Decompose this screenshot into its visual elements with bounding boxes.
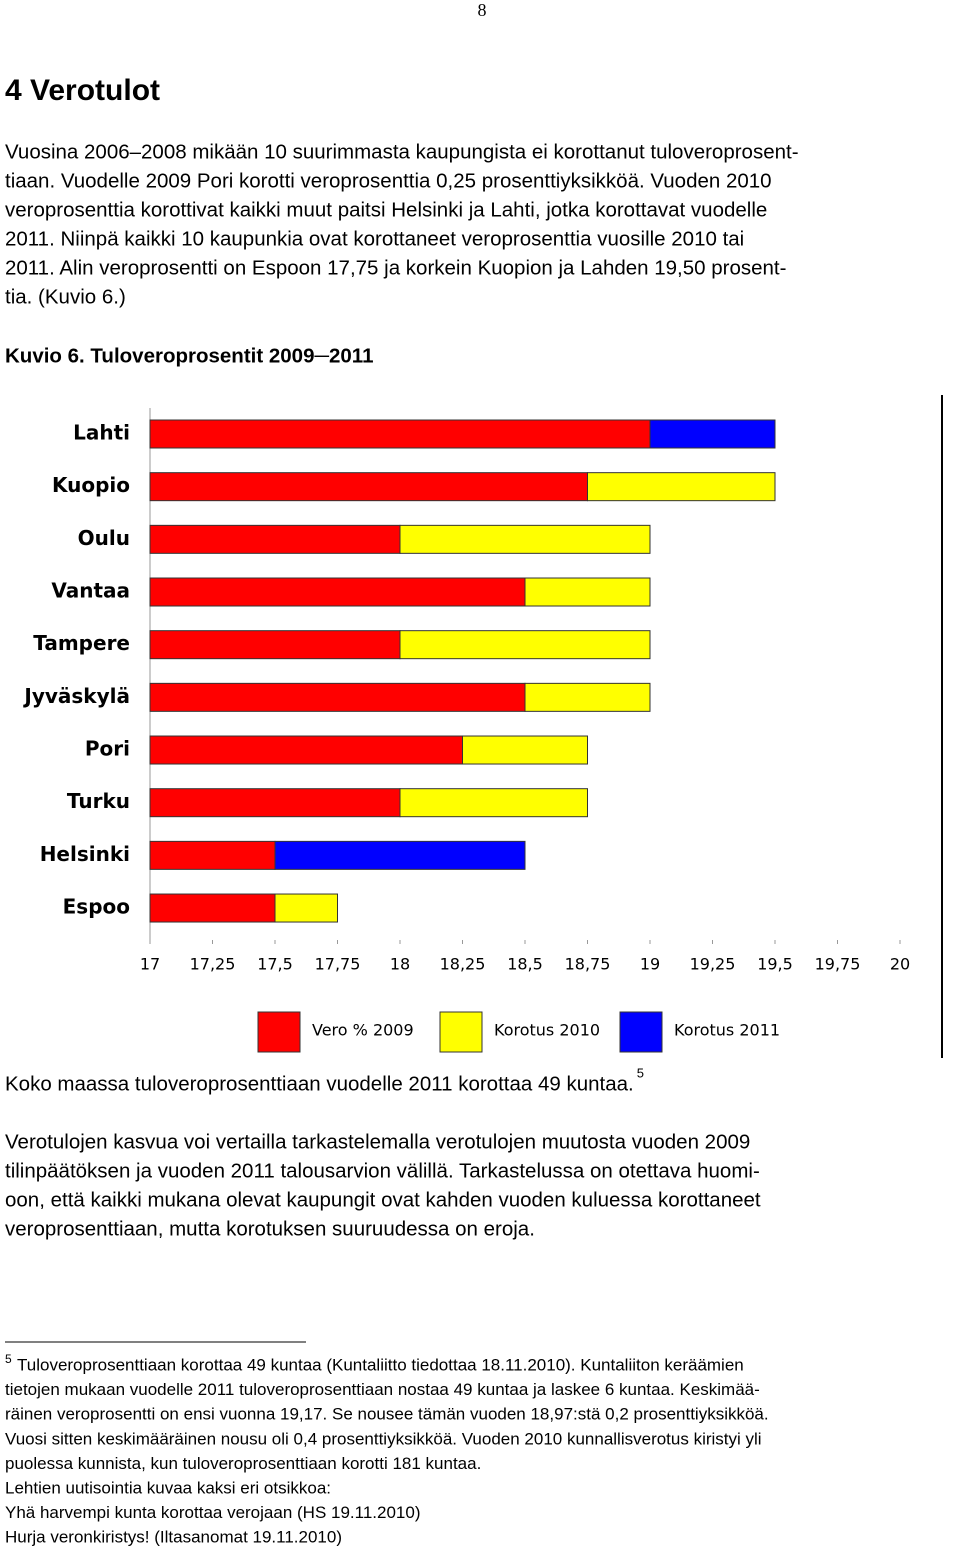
x-tick-label: 18,75 — [565, 955, 611, 974]
footnote-line: räinen veroprosentti on ensi vuonna 19,1… — [5, 1405, 769, 1424]
category-label: Helsinki — [40, 842, 130, 866]
bar-segment — [149, 840, 276, 870]
bar-segment — [149, 524, 401, 554]
footnote-ref: 5 — [637, 1065, 644, 1080]
x-tick-label: 20 — [890, 955, 910, 974]
paragraph-line: tia. (Kuvio 6.) — [5, 285, 126, 308]
footnote-line: Vuosi sitten keskimääräinen nousu oli 0,… — [5, 1429, 762, 1448]
category-label: Espoo — [63, 895, 130, 919]
legend-swatch — [619, 1011, 663, 1053]
bar-segment — [524, 577, 651, 607]
bar-segment — [274, 840, 526, 870]
x-tick-label: 19 — [640, 955, 660, 974]
category-label: Kuopio — [52, 473, 130, 497]
footnote-marker: 5 — [5, 1352, 12, 1366]
bar-segment — [149, 788, 401, 818]
x-tick-label: 19,75 — [815, 955, 861, 974]
category-label: Vantaa — [51, 579, 130, 603]
x-tick-label: 18,5 — [507, 955, 543, 974]
bar-segment — [462, 735, 588, 765]
bar-segment — [587, 472, 776, 502]
category-label: Turku — [67, 789, 130, 813]
heading: 4 Verotulot — [5, 74, 160, 107]
category-label: Jyväskylä — [22, 684, 130, 708]
bar-segment — [149, 630, 401, 660]
x-tick-label: 19,5 — [757, 955, 793, 974]
bar-segment — [399, 524, 651, 554]
category-label: Oulu — [78, 526, 130, 550]
bar-segment — [149, 682, 526, 712]
footnote-line: Hurja veronkiristys! (Iltasanomat 19.11.… — [5, 1528, 342, 1547]
page-number: 8 — [478, 0, 487, 20]
footnote-line: puolessa kunnista, kun tuloveroprosentti… — [5, 1454, 481, 1473]
bar-segment — [649, 419, 776, 449]
paragraph-line: 2011. Alin veroprosentti on Espoon 17,75… — [5, 256, 786, 279]
caption: Kuvio 6. Tuloveroprosentit 2009─2011 — [5, 344, 373, 367]
paragraph-line: Koko maassa tuloveroprosenttiaan vuodell… — [5, 1072, 634, 1095]
x-tick-label: 17,75 — [315, 955, 361, 974]
paragraph-line: tiaan. Vuodelle 2009 Pori korotti veropr… — [5, 169, 772, 192]
legend-swatch — [257, 1011, 301, 1053]
category-label: Lahti — [73, 421, 130, 445]
x-tick-label: 17,5 — [257, 955, 293, 974]
x-tick-label: 17,25 — [190, 955, 236, 974]
legend-label: Vero % 2009 — [312, 1021, 414, 1040]
bar-segment — [524, 682, 651, 712]
paragraph-line: Verotulojen kasvua voi vertailla tarkast… — [5, 1130, 750, 1153]
bar-segment — [149, 893, 276, 923]
x-tick-label: 18 — [390, 955, 410, 974]
legend-swatch — [439, 1011, 483, 1053]
bar-segment — [399, 630, 651, 660]
paragraph-line: Vuosina 2006–2008 mikään 10 suurimmasta … — [5, 140, 799, 163]
paragraph-line: tilinpäätöksen ja vuoden 2011 talousarvi… — [5, 1159, 760, 1182]
footnote-line: Yhä harvempi kunta korottaa verojaan (HS… — [5, 1503, 421, 1522]
legend-label: Korotus 2011 — [674, 1021, 780, 1040]
footnote-line: tietojen mukaan vuodelle 2011 tuloveropr… — [5, 1380, 760, 1399]
paragraph-line: veroprosenttia korottivat kaikki muut pa… — [5, 198, 767, 221]
x-tick-label: 17 — [140, 955, 160, 974]
bar-segment — [149, 577, 526, 607]
x-tick-label: 18,25 — [440, 955, 486, 974]
bar-segment — [149, 472, 588, 502]
paragraph-line: oon, että kaikki mukana olevat kaupungit… — [5, 1188, 761, 1211]
x-tick-label: 19,25 — [690, 955, 736, 974]
category-label: Pori — [85, 737, 130, 761]
bar-segment — [149, 419, 651, 449]
bar-segment — [274, 893, 338, 923]
legend-label: Korotus 2010 — [494, 1021, 600, 1040]
footnote-line: Lehtien uutisointia kuvaa kaksi eri otsi… — [5, 1478, 331, 1497]
paragraph-line: veroprosenttiaan, mutta korotuksen suuru… — [5, 1217, 535, 1240]
bar-segment — [149, 735, 463, 765]
footnote-line: Tuloveroprosenttiaan korottaa 49 kuntaa … — [17, 1355, 744, 1374]
bar-segment — [399, 788, 588, 818]
category-label: Tampere — [33, 631, 130, 655]
paragraph-line: 2011. Niinpä kaikki 10 kaupunkia ovat ko… — [5, 227, 744, 250]
